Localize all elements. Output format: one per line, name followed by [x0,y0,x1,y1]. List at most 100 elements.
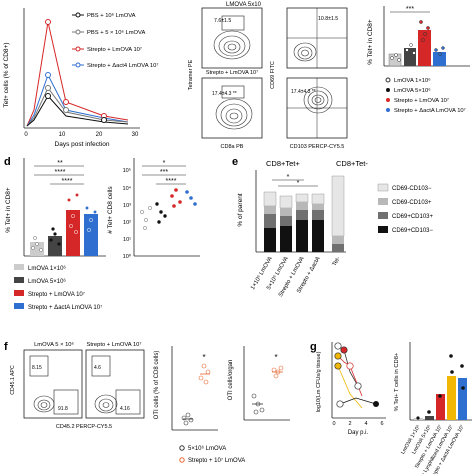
g-ylabel: log10(Lm CFUs/g tissue) [316,351,322,412]
bar [418,30,431,66]
f-plot2-ylabel: OTI cells/organ [228,360,234,401]
flow-gate-value: 7.6±1.5 [214,18,231,24]
bar [84,214,98,256]
f-flow-xlabel: CD45.2 PERCP-CY5.5 [56,424,112,430]
flow-plot [201,77,263,139]
flow-xlabel-2: CD103 PERCP-CY5.5 [290,144,345,150]
flow-gate-value: 91.8 [58,406,68,412]
panel-e: e CD8+Tet+ CD8+Tet- % of parent * * 1×10… [232,156,434,298]
significance-mark: *** [406,6,414,13]
flow-ylabel-2: CD69 FITC [270,61,276,89]
timecourse-ylabel: Tet+ cells (% of CD8+) [3,42,10,107]
sig-mark: * [287,174,290,181]
bar [66,210,80,256]
legend-item: Strepto + 10⁷ LmOVA [188,457,245,464]
legend-item: CD69+CD103− [392,228,434,234]
panel-f: f LmOVA 5 × 10⁶ Strepto + LmOVA 10⁷ CD45… [4,341,290,464]
sig-mark: **** [166,178,177,185]
sig-mark: **** [55,169,66,176]
f-flow-title: Strepto + LmOVA 10⁷ [87,341,142,348]
legend-item: CD69-CD103+ [392,200,432,206]
e-legend: CD69-CD103− CD69-CD103+ CD69+CD103+ CD69… [377,183,434,234]
g-xtick: 4 [364,421,367,427]
flow-gate-value: 10.8±1.5 [318,16,338,22]
sig-mark: **** [62,178,73,185]
e-xtick: Tet- [332,256,342,267]
timecourse-xtick-10: 10 [59,132,66,138]
flow-gate-value: 17.4±4.3 ** [212,91,237,97]
d-ytick: 10⁴ [123,185,132,192]
timecourse-xtick-30: 30 [132,132,139,138]
timecourse-xtick-20: 20 [96,132,103,138]
panel-label-f: f [4,341,8,353]
sig-mark: * [297,180,300,187]
flow-gate-value: 17.4±4.3 ** [291,89,316,95]
panel-label-d: d [4,156,11,168]
legend-item: Strepto + LmOVA 10⁷ [394,97,449,104]
stacked-bars [263,175,345,252]
f-flow-ylabel: CD45.1 APC [10,365,16,395]
d-left-ylabel: % Tet+ in CD8+ [5,187,12,233]
flow-plot [23,349,83,419]
flow-plot [85,349,145,419]
sig-mark: *** [160,169,168,176]
bar [458,378,467,420]
timecourse-xtick-0: 0 [24,132,28,138]
panel-tet-percent-top: % Tet+ in CD8+ *** LmOVA 1×10⁶ LmOVA 5×1… [367,6,470,114]
marker-grey [45,85,51,91]
marker-grey [63,107,69,113]
legend-item: 5×10⁶ LmOVA [188,445,226,452]
legend-item: LmOVA 5×10⁶ [394,87,431,94]
e-title-right: CD8+Tet- [336,159,368,168]
d-ytick: 10³ [123,203,131,209]
marker-black [101,117,107,123]
bar [425,416,434,420]
bar [30,242,44,256]
sig-mark: * [163,160,166,167]
flow-ylabel: Tetramer PE [188,59,194,90]
g-xtick: 2 [348,421,351,427]
flow-gate-value: 8.15 [32,365,42,371]
panel-label-e: e [232,156,238,168]
e-title-left: CD8+Tet+ [266,159,300,168]
legend-item: LmOVA 1×10⁶ [28,265,66,272]
bar [447,376,456,420]
tet-ylabel: % Tet+ in CD8+ [367,19,374,65]
panel-d: d % Tet+ in CD8+ ** **** **** # Tet+ CD8… [4,156,200,311]
panel-label-g: g [310,341,317,353]
flow-header: LMOVA 5x10 [226,2,262,8]
panel-flow-top: LMOVA 5x10 Tetramer PE CD8a PB CD69 FITC… [188,2,348,150]
flow-gate-value: 4.16 [120,406,130,412]
legend-item: Strepto + LmOVA 10⁷ [87,46,142,53]
flow-gate-value: 4.6 [94,365,101,371]
legend-item: PBS + 5 × 10⁶ LmOVA [87,29,145,36]
flow-subheader: Strepto + LmOVA 10⁷ [206,69,258,76]
bar [433,52,446,66]
d-legend: LmOVA 1×10⁶ LmOVA 5×10⁶ Strepto + LmOVA … [14,264,102,311]
series-pbs-1e6 [26,95,129,127]
series-strepto-dact [26,73,129,127]
legend-item: LmOVA 1×10⁶ [394,77,431,84]
flow-gate [221,85,245,99]
legend-item: Strepto + LmOVA 10⁷ [28,291,85,298]
bar [436,394,445,420]
d-ytick: 10⁰ [123,253,132,260]
legend-item: CD69+CD103+ [392,214,434,220]
timecourse-legend: PBS + 10⁶ LmOVA PBS + 5 × 10⁶ LmOVA Stre… [72,12,158,69]
series-pbs-5e6 [26,87,129,127]
g-xtick: 0 [332,421,335,427]
legend-item: Strepto + ΔactA LmOVA 10⁷ [394,107,466,114]
f-flow-title: LmOVA 5 × 10⁶ [34,341,74,348]
d-ytick: 10² [123,220,131,226]
flow-plot [201,7,263,69]
d-right-ylabel: # Tet+ CD8 cells [107,186,114,234]
e-ylabel: % of parent [237,193,244,226]
sig-mark: * [274,353,277,362]
series-strepto-lmova [26,21,129,127]
marker-black [45,93,51,99]
marker-red [63,99,69,105]
legend-item: PBS + 10⁶ LmOVA [87,12,136,19]
g-xtick: 6 [380,421,383,427]
marker-red [45,19,51,25]
